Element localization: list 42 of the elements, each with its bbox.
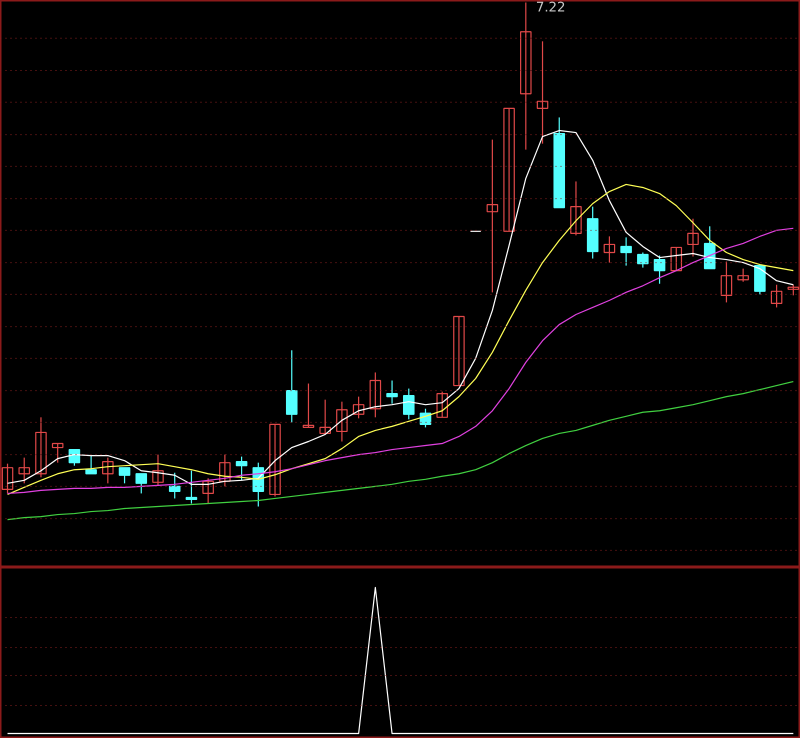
candlestick xyxy=(770,284,782,308)
candlestick xyxy=(637,252,649,268)
candlestick xyxy=(654,254,666,284)
candlestick xyxy=(670,246,682,272)
candlestick xyxy=(118,467,130,484)
candlestick xyxy=(620,236,632,266)
candlestick xyxy=(352,396,364,419)
candlestick xyxy=(402,388,415,420)
candlestick xyxy=(737,268,749,282)
candlestick xyxy=(2,463,14,494)
candlestick xyxy=(135,473,148,494)
candlestick xyxy=(436,391,448,418)
candlestick xyxy=(604,236,616,264)
candlestick xyxy=(219,454,231,487)
candlestick xyxy=(570,180,582,236)
candlestick xyxy=(152,454,164,486)
candlestick xyxy=(35,416,47,478)
candlestick xyxy=(720,260,732,303)
candlestick xyxy=(370,372,382,418)
candlestick xyxy=(168,472,180,500)
candlestick xyxy=(269,424,281,498)
candlestick xyxy=(336,401,348,442)
candlestick xyxy=(319,399,331,434)
candlestick xyxy=(236,456,248,481)
candlestick xyxy=(386,380,398,404)
candlestick xyxy=(486,139,498,293)
candlestick xyxy=(52,442,64,464)
candlestick xyxy=(186,470,198,504)
candlestick xyxy=(302,382,314,428)
candlestick xyxy=(102,457,114,484)
candlestick xyxy=(788,284,800,296)
candlestick xyxy=(453,316,465,386)
candlestick xyxy=(687,218,699,258)
candlestick xyxy=(503,108,515,232)
annotation: 7.22 xyxy=(536,0,566,16)
candlestick xyxy=(286,350,298,423)
candlestick xyxy=(536,40,548,144)
candlestick xyxy=(202,478,214,504)
candlestick xyxy=(520,2,532,150)
candlestick xyxy=(18,457,30,484)
candlestick xyxy=(85,455,97,474)
candlestick xyxy=(68,448,80,466)
